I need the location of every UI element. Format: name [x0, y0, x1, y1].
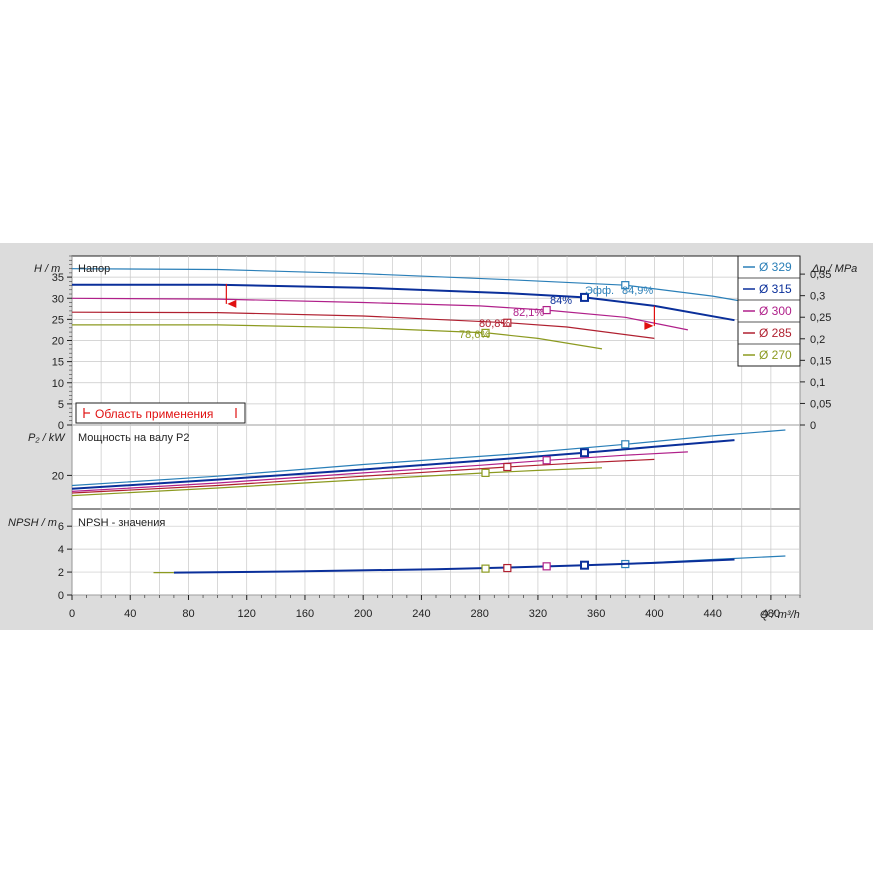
x-tick-label: 320 — [529, 608, 547, 620]
legend-entry: Ø 329 — [759, 260, 792, 274]
head-bep-marker-285 — [503, 318, 512, 327]
npsh-panel-title: NPSH - значения — [78, 517, 165, 529]
npsh-bep-marker-300 — [542, 562, 551, 571]
power-curve-285 — [71, 458, 655, 494]
head-bep-marker-270 — [481, 328, 490, 337]
pressure-tick-label: 0,2 — [810, 334, 825, 346]
npsh-y-tick-label: 4 — [58, 544, 64, 556]
pressure-tick-label: 0,35 — [810, 269, 831, 281]
legend-entry: Ø 285 — [759, 326, 792, 340]
head-y-tick-label: 0 — [58, 420, 64, 432]
head-y-tick-label: 25 — [52, 314, 64, 326]
power-curve-270 — [71, 467, 603, 497]
eff-label-header: Эфф. — [585, 285, 614, 297]
npsh-bep-marker-270 — [481, 564, 490, 573]
power-bep-marker-329 — [621, 440, 630, 449]
head-bep-marker-300 — [542, 305, 551, 315]
npsh-bep-marker-285 — [503, 563, 512, 573]
pressure-tick-label: 0,1 — [810, 377, 825, 389]
head-curve-300 — [71, 297, 689, 331]
head-curve-270 — [72, 324, 603, 350]
x-tick-label: 160 — [296, 608, 314, 620]
x-tick-label: 280 — [471, 608, 489, 620]
npsh-y-tick-label: 0 — [58, 590, 64, 602]
x-tick-label: 0 — [69, 608, 75, 620]
x-tick-label: 80 — [182, 608, 194, 620]
pressure-tick-label: 0,15 — [810, 355, 831, 367]
pressure-tick-label: 0,05 — [810, 398, 831, 410]
range-max-arrow — [644, 321, 654, 330]
x-tick-label: 240 — [412, 608, 430, 620]
npsh-axis-title: NPSH / m — [8, 517, 57, 529]
power-curve-329 — [71, 429, 786, 487]
legend: Ø 329 Ø 315 Ø 300 Ø 285 Ø 270 — [738, 260, 800, 362]
power-bep-marker-300 — [542, 456, 551, 465]
head-bep-marker-315 — [580, 292, 590, 302]
pressure-axis-title: Δp / MPa — [811, 263, 857, 275]
head-y-tick-label: 30 — [52, 293, 64, 305]
x-tick-label: 360 — [587, 608, 605, 620]
power-y-tick-label: 20 — [52, 470, 64, 482]
legend-entry: Ø 270 — [759, 348, 792, 362]
power-curve-315 — [71, 439, 735, 490]
pressure-tick-label: 0 — [810, 420, 816, 432]
head-curve-285 — [71, 311, 655, 339]
operating-range-label: Область применения — [95, 407, 213, 421]
power-bep-marker-270 — [481, 468, 490, 477]
head-y-tick-label: 35 — [52, 272, 64, 284]
power-curve-300 — [71, 451, 688, 492]
x-tick-label: 120 — [238, 608, 256, 620]
head-panel-title: Напор — [78, 263, 110, 275]
npsh-y-tick-label: 2 — [58, 567, 64, 579]
eff-label-285: 80,8% — [479, 318, 510, 330]
power-axis-title: P₂ / kW — [28, 432, 66, 444]
npsh-plot-area — [71, 508, 801, 596]
pressure-tick-label: 0,25 — [810, 312, 831, 324]
legend-entry: Ø 300 — [759, 304, 792, 318]
head-bep-marker-329 — [621, 281, 630, 290]
eff-label-315: 84% — [550, 295, 572, 307]
x-tick-label: 40 — [124, 608, 136, 620]
power-bep-marker-315 — [580, 448, 590, 458]
range-min-arrow — [227, 299, 237, 308]
head-y-tick-label: 5 — [58, 399, 64, 411]
eff-label-300: 82,1% — [513, 307, 544, 319]
pressure-tick-label: 0,3 — [810, 291, 825, 303]
npsh-bep-marker-315 — [580, 560, 590, 570]
head-axis-title: H / m — [34, 263, 60, 275]
head-y-tick-label: 10 — [52, 378, 64, 390]
eff-label-329: 84,9% — [622, 285, 653, 297]
head-curve-329 — [71, 268, 786, 310]
x-tick-label: 440 — [703, 608, 721, 620]
npsh-y-tick-label: 6 — [58, 521, 64, 533]
power-panel-title: Мощность на валу P2 — [78, 432, 190, 444]
x-tick-label: 400 — [645, 608, 663, 620]
legend-entry: Ø 315 — [759, 282, 792, 296]
x-tick-label: 200 — [354, 608, 372, 620]
power-bep-marker-285 — [503, 462, 512, 472]
x-tick-label: 480 — [762, 608, 780, 620]
eff-label-270: 78,6% — [459, 329, 490, 341]
operating-range-box — [75, 402, 246, 424]
head-y-tick-label: 15 — [52, 357, 64, 369]
head-y-tick-label: 20 — [52, 336, 64, 348]
flow-axis-title: Q / m³/h — [760, 609, 800, 621]
